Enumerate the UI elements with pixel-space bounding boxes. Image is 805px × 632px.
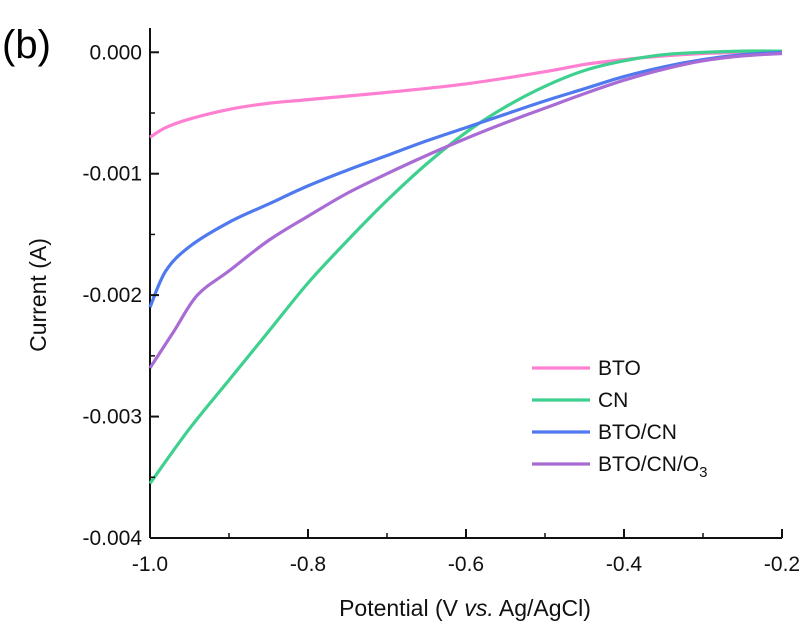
series-line-3 bbox=[148, 51, 783, 369]
x-tick-label: -0.6 bbox=[448, 553, 484, 576]
x-axis-title-part: vs. bbox=[464, 595, 493, 621]
legend: BTO CN BTO/CN BTO/CN/O3 bbox=[532, 357, 707, 481]
x-tick-label: -0.2 bbox=[764, 553, 800, 576]
y-tick-label: 0.000 bbox=[89, 41, 142, 64]
x-axis-title: Potential (V vs. Ag/AgCl) bbox=[339, 595, 591, 621]
y-tick-label: -0.001 bbox=[82, 163, 142, 186]
y-tick-label: -0.004 bbox=[82, 527, 142, 550]
y-axis: 0.000 -0.001 -0.002 -0.003 -0.004 bbox=[82, 41, 159, 550]
series-line-2 bbox=[148, 50, 783, 308]
legend-label-main: BTO bbox=[598, 357, 641, 380]
x-axis-title-part: Ag/AgCl) bbox=[494, 595, 591, 621]
series-line-1 bbox=[148, 49, 783, 485]
legend-label-main: CN bbox=[598, 389, 628, 412]
x-tick-label: -1.0 bbox=[132, 553, 168, 576]
legend-label-main: BTO/CN bbox=[598, 421, 677, 444]
series-layer bbox=[148, 49, 783, 485]
x-tick-label: -0.8 bbox=[290, 553, 326, 576]
panel-label: (b) bbox=[2, 23, 51, 67]
x-tick-label: -0.4 bbox=[606, 553, 643, 576]
legend-label: BTO/CN/O3 bbox=[598, 453, 707, 481]
y-axis-title: Current (A) bbox=[25, 238, 51, 352]
x-axis: -1.0 -0.8 -0.6 -0.4 -0.2 bbox=[132, 529, 800, 576]
y-tick-label: -0.003 bbox=[82, 406, 142, 429]
legend-label: CN bbox=[598, 389, 628, 412]
y-tick-label: -0.002 bbox=[82, 284, 142, 307]
legend-label-main: BTO/CN/O bbox=[598, 453, 699, 476]
legend-label: BTO bbox=[598, 357, 641, 380]
legend-label: BTO/CN bbox=[598, 421, 677, 444]
legend-label-subscript: 3 bbox=[699, 464, 707, 481]
x-axis-title-part: Potential (V bbox=[339, 595, 464, 621]
